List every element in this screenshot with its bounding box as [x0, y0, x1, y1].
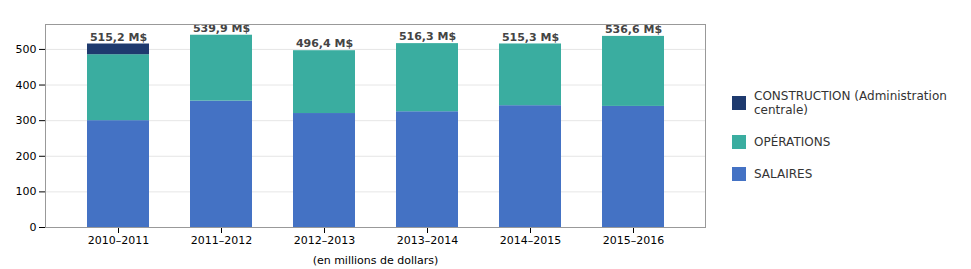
svg-text:2014–2015: 2014–2015: [500, 234, 562, 247]
svg-text:100: 100: [16, 185, 37, 198]
svg-text:536,6 M$: 536,6 M$: [604, 22, 663, 36]
svg-text:200: 200: [16, 150, 37, 163]
svg-text:539,9 M$: 539,9 M$: [193, 22, 250, 35]
svg-text:400: 400: [16, 79, 37, 92]
svg-text:500: 500: [16, 43, 37, 56]
svg-text:2015–2016: 2015–2016: [603, 234, 665, 247]
svg-text:2012–2013: 2012–2013: [294, 234, 356, 247]
svg-text:496,4 M$: 496,4 M$: [296, 37, 353, 50]
svg-text:2010–2011: 2010–2011: [88, 234, 150, 247]
html-text:OPÉRATIONS: OPÉRATIONS: [754, 134, 831, 149]
svg-text:515,3 M$: 515,3 M$: [502, 31, 559, 44]
svg-text:2011–2012: 2011–2012: [191, 234, 253, 247]
svg-text:2013–2014: 2013–2014: [397, 234, 459, 247]
html-text:CONSTRUCTION (Administration c: CONSTRUCTION (Administration centrale): [754, 88, 947, 117]
svg-text:(en millions de dollars): (en millions de dollars): [313, 254, 439, 267]
svg-text:515,2 M$: 515,2 M$: [90, 31, 147, 44]
html-text:SALAIRES: SALAIRES: [754, 166, 813, 181]
svg-text:300: 300: [16, 114, 37, 127]
svg-text:516,3 M$: 516,3 M$: [399, 30, 456, 43]
svg-text:0: 0: [30, 221, 37, 234]
